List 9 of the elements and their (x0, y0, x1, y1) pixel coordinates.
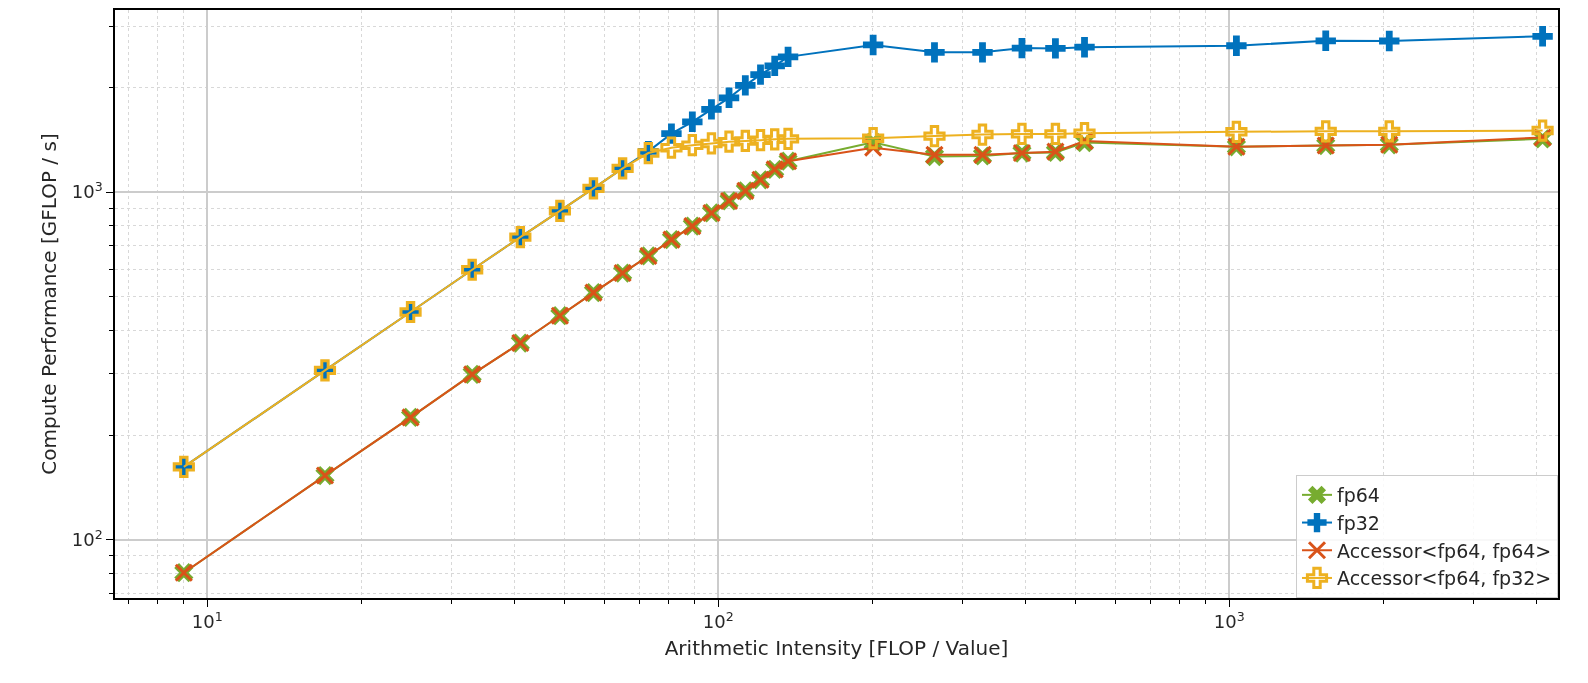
x-tick-label: 10$^{3}$ (1213, 608, 1245, 633)
legend-label: Accessor<fp64, fp64> (1337, 539, 1552, 562)
legend-label: fp32 (1337, 511, 1380, 534)
legend-label: fp64 (1337, 484, 1380, 507)
y-axis-title: Compute Performance [GFLOP / s] (36, 133, 61, 475)
x-tick-label: 10$^{2}$ (702, 608, 734, 633)
legend-label: Accessor<fp64, fp32> (1337, 567, 1552, 590)
x-axis-title: Arithmetic Intensity [FLOP / Value] (664, 636, 1009, 661)
x-tick-label: 10$^{1}$ (191, 608, 223, 633)
